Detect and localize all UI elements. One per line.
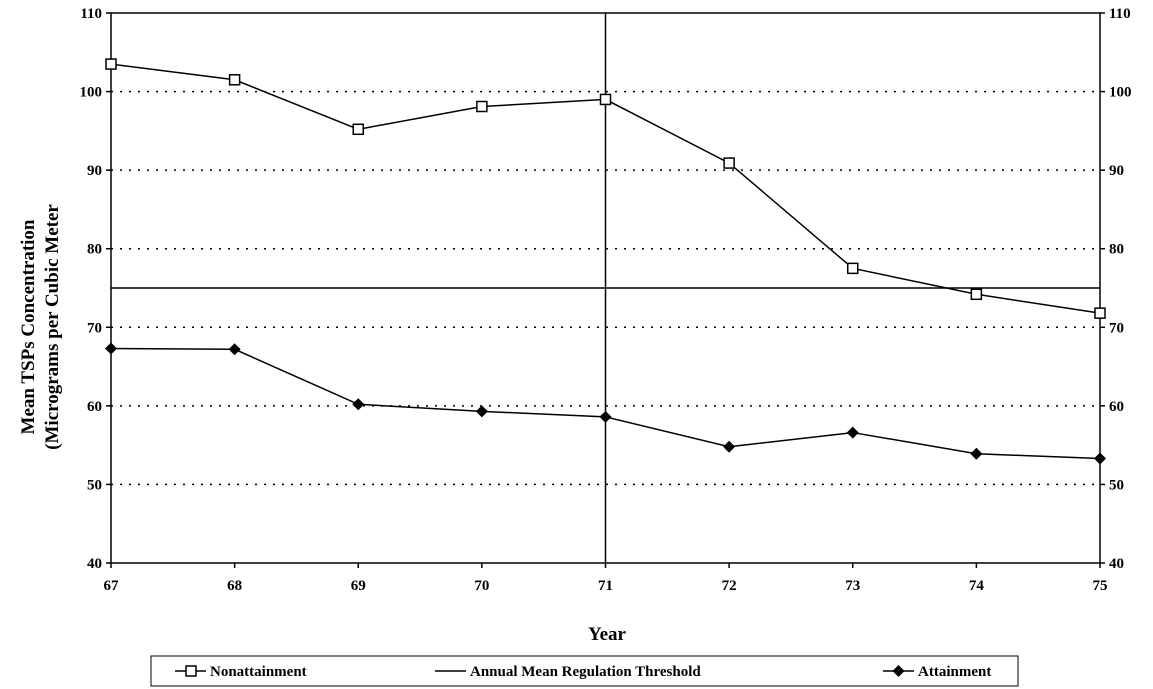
y-tick-label-right: 50 [1109, 477, 1124, 493]
y-tick-label-left: 100 [80, 85, 103, 101]
data-point-attainment [723, 440, 736, 453]
legend-item-threshold: Annual Mean Regulation Threshold [435, 664, 701, 680]
data-point-attainment [105, 342, 117, 355]
data-point-nonattainment [105, 58, 117, 70]
series-layer [105, 58, 1106, 465]
x-tick-label: 74 [969, 578, 985, 594]
y-tick-label-left: 70 [87, 320, 102, 336]
data-point-nonattainment [723, 157, 735, 169]
legend-item-attainment: Attainment [883, 664, 991, 680]
data-point-attainment [846, 426, 859, 439]
y-tick-label-right: 100 [1109, 85, 1132, 101]
y-tick-label-left: 50 [87, 477, 102, 493]
x-tick-label: 73 [845, 578, 860, 594]
data-point-attainment [599, 410, 612, 423]
x-tick-label: 68 [227, 578, 242, 594]
data-point-nonattainment [352, 123, 364, 136]
y-tick-label-left: 40 [87, 556, 102, 572]
y-tick-label-right: 70 [1109, 320, 1124, 336]
y-axis-title: Mean TSPs Concentration (Micrograms per … [18, 204, 63, 450]
x-tick-label: 69 [351, 578, 366, 594]
legend-label-attainment: Attainment [918, 664, 991, 680]
x-tick-label: 72 [722, 578, 737, 594]
y-tick-label-left: 60 [87, 399, 102, 415]
y-tick-label-right: 80 [1109, 242, 1124, 258]
data-point-nonattainment [476, 100, 488, 113]
y-tick-label-right: 40 [1109, 556, 1124, 572]
y-axis-title-line1: Mean TSPs Concentration [18, 219, 39, 434]
data-point-attainment [1094, 452, 1106, 465]
legend-diamond-marker [892, 665, 905, 677]
y-axis-title-line2: (Micrograms per Cubic Meter [42, 204, 63, 450]
y-tick-label-left: 80 [87, 242, 102, 258]
data-point-nonattainment [847, 262, 859, 275]
y-tick-label-right: 90 [1109, 163, 1124, 179]
data-point-nonattainment [599, 93, 612, 106]
x-tick-label: 75 [1093, 578, 1108, 594]
data-point-attainment [228, 343, 241, 356]
y-tick-label-left: 110 [80, 6, 102, 22]
legend-box [150, 655, 1019, 687]
data-point-attainment [475, 405, 488, 418]
x-tick-label: 71 [598, 578, 613, 594]
data-point-attainment [352, 398, 365, 411]
data-point-nonattainment [228, 74, 241, 86]
y-tick-label-right: 110 [1109, 6, 1131, 22]
legend-label-nonattainment: Nonattainment [210, 664, 307, 680]
tick-labels: 40 40 50 50 60 60 70 70 80 80 90 90 100 100 110 110 67 68… [80, 6, 1132, 594]
legend-label-threshold: Annual Mean Regulation Threshold [470, 664, 701, 680]
x-tick-label: 67 [104, 578, 120, 594]
data-point-nonattainment [1094, 307, 1106, 319]
data-point-nonattainment [970, 288, 983, 301]
data-point-attainment [970, 447, 983, 460]
legend-square-marker [185, 665, 197, 677]
x-axis-title: Year [588, 624, 627, 645]
legend-item-nonattainment: Nonattainment [175, 664, 307, 680]
legend: Nonattainment Annual Mean Regulation Thr… [150, 655, 1019, 687]
x-tick-label: 70 [474, 578, 489, 594]
y-tick-label-left: 90 [87, 163, 102, 179]
y-tick-label-right: 60 [1109, 399, 1124, 415]
